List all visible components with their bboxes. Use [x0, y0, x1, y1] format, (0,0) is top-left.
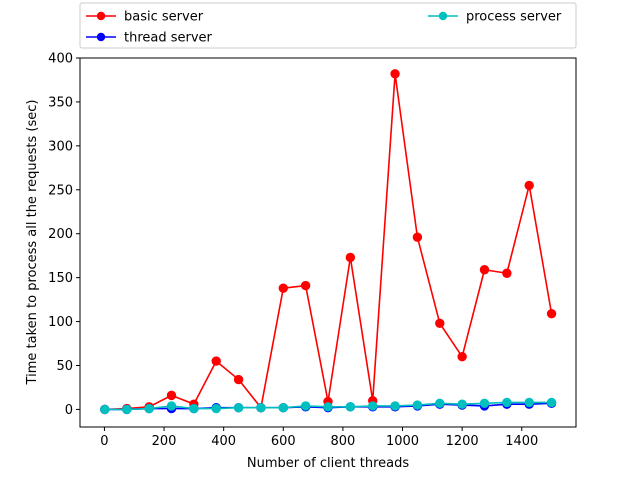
data-point [300, 401, 311, 411]
data-point [457, 352, 467, 362]
data-point [479, 265, 490, 275]
data-point [166, 401, 177, 411]
data-point [479, 398, 490, 408]
data-point [435, 318, 445, 329]
data-point [412, 232, 423, 242]
data-point [166, 390, 177, 401]
x-tick-label: 600 [271, 434, 296, 449]
data-point [189, 403, 199, 414]
y-tick-label: 200 [48, 227, 73, 242]
data-point [278, 402, 288, 413]
data-point [502, 397, 512, 408]
y-tick-label: 100 [48, 315, 73, 330]
data-point [323, 402, 333, 412]
data-point [435, 398, 445, 408]
x-tick-label: 800 [330, 434, 355, 449]
data-point [345, 252, 356, 263]
data-point [368, 401, 378, 411]
y-axis: 0 50 100 150 200 250 300 350 400 [48, 52, 80, 418]
legend-frame [79, 2, 577, 49]
legend-marker [96, 32, 106, 42]
x-axis: 0 200 400 600 800 1000 1200 1400 [100, 427, 538, 449]
data-point [412, 400, 423, 410]
data-point [390, 69, 400, 79]
data-point [100, 404, 110, 415]
data-point [390, 401, 400, 411]
y-tick-label: 50 [56, 359, 73, 374]
data-point [256, 402, 266, 413]
legend: basic server thread server process server [79, 2, 577, 49]
x-tick-label: 400 [211, 434, 236, 449]
y-tick-label: 250 [48, 183, 73, 198]
x-tick-label: 200 [152, 434, 177, 449]
data-point [546, 397, 557, 408]
data-point [122, 404, 132, 415]
x-tick-label: 0 [100, 434, 108, 449]
legend-marker [438, 11, 448, 21]
series-layer [100, 69, 557, 415]
x-tick-label: 1200 [446, 434, 479, 449]
data-point [345, 402, 356, 412]
data-point [524, 397, 534, 408]
data-point [457, 399, 467, 409]
legend-label: basic server [124, 10, 204, 25]
legend-label: process server [466, 10, 562, 25]
data-point [144, 403, 154, 414]
data-point [233, 374, 244, 385]
data-point [300, 280, 311, 291]
y-axis-title: Time taken to process all the requests (… [25, 100, 40, 386]
x-tick-label: 1000 [386, 434, 419, 449]
y-tick-label: 300 [48, 139, 73, 154]
x-tick-label: 1400 [505, 434, 538, 449]
data-point [233, 402, 244, 413]
data-point [502, 268, 512, 278]
data-point [211, 356, 221, 366]
plot-area [80, 58, 576, 427]
x-axis-title: Number of client threads [247, 456, 409, 471]
data-point [211, 403, 221, 414]
data-point [546, 308, 557, 319]
data-point [278, 283, 288, 293]
legend-label: thread server [124, 31, 213, 46]
y-tick-label: 350 [48, 95, 73, 110]
plot-frame [79, 57, 577, 428]
y-tick-label: 0 [65, 403, 73, 418]
legend-marker [96, 11, 106, 21]
data-point [524, 180, 534, 191]
y-tick-label: 150 [48, 271, 73, 286]
y-tick-label: 400 [48, 52, 73, 67]
